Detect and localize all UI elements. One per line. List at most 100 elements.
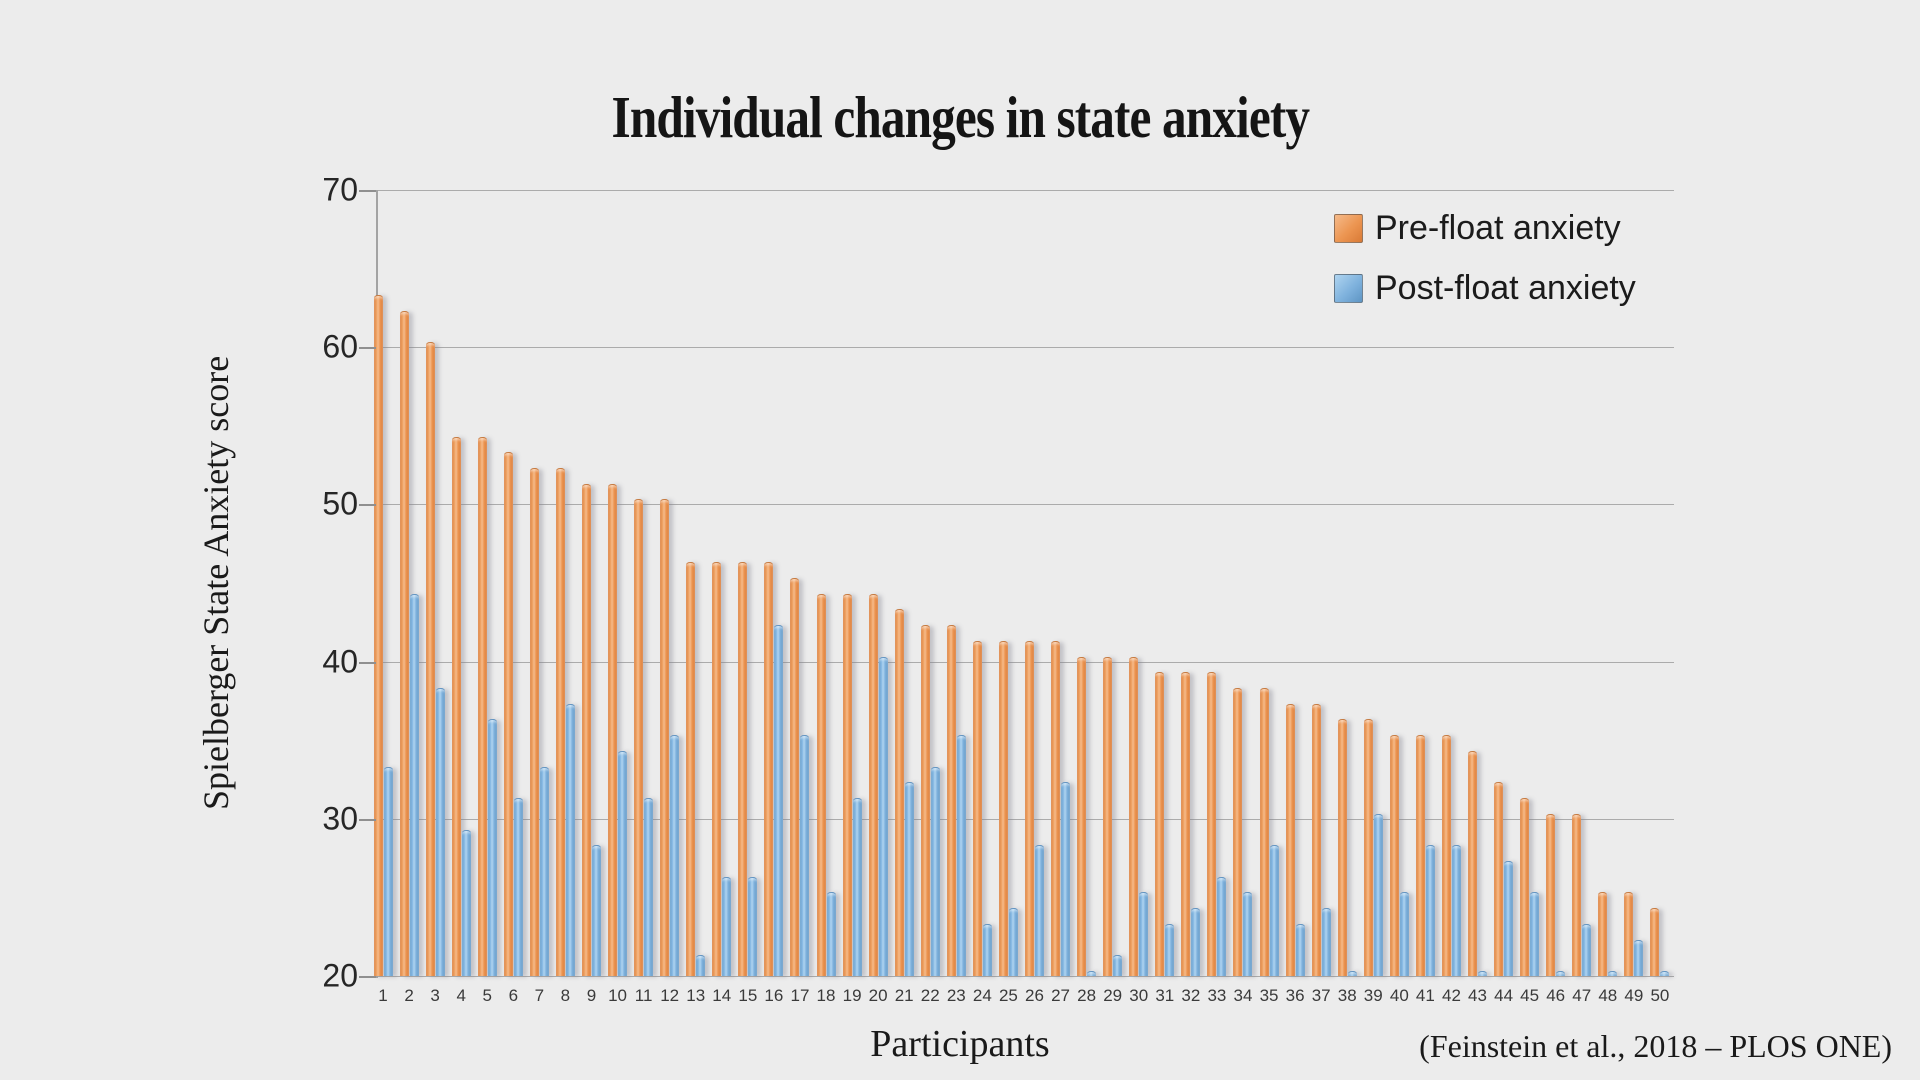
bar-pre-participant-45	[1520, 798, 1530, 976]
legend: Pre-float anxiety Post-float anxiety	[1334, 198, 1636, 318]
x-tick-label-8: 8	[560, 986, 571, 1005]
gridline-y-50	[378, 504, 1674, 506]
bar-post-participant-42	[1451, 845, 1461, 976]
bar-pre-participant-28	[1077, 656, 1087, 976]
bar-post-participant-24	[982, 923, 992, 976]
bar-pre-participant-26	[1025, 640, 1034, 976]
bar-post-participant-23	[956, 735, 966, 976]
bar-pre-participant-20	[868, 593, 878, 976]
x-tick-label-11: 11	[634, 986, 653, 1005]
y-tick-label-50: 50	[322, 485, 358, 522]
bar-post-participant-1	[383, 766, 393, 976]
bar-post-participant-47	[1582, 923, 1592, 976]
bar-post-participant-43	[1478, 971, 1488, 976]
bar-pre-participant-27	[1051, 640, 1061, 976]
bar-post-participant-10	[618, 750, 628, 976]
bar-pre-participant-29	[1103, 656, 1113, 976]
x-axis-title: Participants	[870, 1023, 1050, 1065]
x-tick-label-32: 32	[1181, 986, 1201, 1005]
x-tick-label-30: 30	[1129, 986, 1149, 1005]
x-tick-label-20: 20	[868, 986, 888, 1005]
x-tick-label-3: 3	[430, 986, 440, 1005]
x-tick-label-31: 31	[1155, 986, 1175, 1005]
bar-pre-participant-7	[529, 467, 539, 976]
y-tick-mark-70	[359, 190, 376, 192]
bar-post-participant-11	[644, 798, 654, 976]
x-tick-label-23: 23	[946, 986, 966, 1005]
bar-post-participant-3	[435, 688, 445, 976]
bar-post-participant-18	[826, 892, 836, 976]
x-tick-label-29: 29	[1103, 986, 1123, 1005]
bar-pre-participant-22	[920, 625, 930, 976]
x-tick-label-28: 28	[1077, 986, 1097, 1005]
x-tick-label-33: 33	[1207, 986, 1227, 1005]
y-tick-mark-60	[359, 347, 376, 350]
x-tick-label-34: 34	[1233, 986, 1253, 1005]
bar-post-participant-16	[774, 625, 784, 976]
legend-item-pre: Pre-float anxiety	[1334, 198, 1636, 258]
chart-title-text: Individual changes in state anxiety	[611, 85, 1309, 151]
bar-post-participant-44	[1504, 860, 1514, 976]
bar-pre-participant-6	[503, 452, 513, 976]
x-tick-label-39: 39	[1363, 986, 1383, 1005]
x-tick-label-2: 2	[404, 986, 414, 1005]
bar-pre-participant-11	[634, 499, 644, 976]
bar-post-participant-25	[1008, 908, 1018, 976]
y-tick-label-20: 20	[322, 957, 358, 994]
plot-area: 1 2 3 4 5 6 7 8 9 10 11 12 13 14 15 16 17 18 19 20 21 22 23 24 2…	[373, 190, 1674, 1005]
x-tick-label-44: 44	[1494, 986, 1514, 1005]
bar-pre-participant-14	[712, 562, 722, 976]
bar-pre-participant-32	[1181, 672, 1191, 976]
bar-post-participant-20	[878, 656, 888, 976]
x-tick-label-46: 46	[1546, 986, 1566, 1005]
bar-pre-participant-15	[738, 562, 748, 976]
bar-pre-participant-35	[1259, 688, 1269, 976]
bar-post-participant-46	[1556, 971, 1566, 976]
y-tick-mark-30	[359, 818, 376, 821]
x-tick-label-49: 49	[1624, 986, 1644, 1005]
bar-post-participant-34	[1243, 892, 1253, 976]
bar-pre-participant-8	[555, 467, 565, 976]
bar-post-participant-17	[800, 735, 810, 976]
bar-post-participant-41	[1425, 845, 1435, 976]
bar-post-participant-29	[1113, 955, 1123, 976]
bar-post-participant-7	[539, 766, 549, 976]
bar-post-participant-31	[1165, 923, 1175, 976]
x-tick-label-6: 6	[508, 986, 519, 1005]
bar-pre-participant-23	[946, 625, 956, 976]
x-tick-label-12: 12	[660, 986, 680, 1005]
bar-pre-participant-47	[1572, 813, 1582, 976]
bar-post-participant-39	[1373, 813, 1383, 976]
y-tick-mark-20	[359, 976, 376, 978]
legend-label-post: Post-float anxiety	[1375, 268, 1636, 307]
x-tick-label-47: 47	[1572, 986, 1592, 1005]
bar-pre-participant-17	[790, 578, 800, 976]
bar-post-participant-2	[409, 593, 419, 976]
bar-pre-participant-2	[399, 310, 409, 976]
x-tick-label-40: 40	[1389, 986, 1409, 1005]
bar-pre-participant-41	[1415, 735, 1425, 976]
bar-post-participant-45	[1530, 892, 1540, 976]
x-tick-label-25: 25	[998, 986, 1018, 1005]
gridline-y-70	[378, 190, 1674, 191]
chart-title: Individual changes in state anxiety	[0, 85, 1920, 151]
bar-pre-participant-33	[1207, 672, 1217, 976]
x-tick-label-24: 24	[972, 986, 992, 1005]
bar-post-participant-5	[487, 719, 497, 976]
bar-pre-participant-9	[581, 483, 591, 976]
x-tick-label-42: 42	[1441, 986, 1461, 1005]
citation: (Feinstein et al., 2018 – PLOS ONE)	[1419, 1028, 1892, 1064]
bar-post-participant-9	[591, 845, 601, 976]
x-tick-label-27: 27	[1051, 986, 1070, 1005]
bar-pre-participant-10	[608, 483, 618, 976]
bar-pre-participant-40	[1389, 735, 1399, 976]
y-tick-label-60: 60	[322, 328, 358, 365]
x-tick-label-9: 9	[586, 986, 597, 1005]
bar-pre-participant-44	[1494, 782, 1504, 976]
bar-pre-participant-1	[373, 295, 383, 976]
bar-pre-participant-49	[1624, 892, 1634, 976]
y-tick-label-40: 40	[322, 643, 358, 680]
x-tick-label-13: 13	[686, 986, 706, 1005]
x-tick-label-15: 15	[738, 986, 758, 1005]
